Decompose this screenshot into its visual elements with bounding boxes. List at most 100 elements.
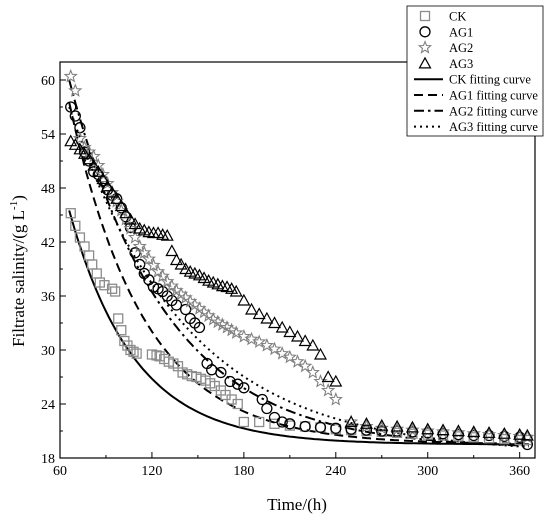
ag3-point bbox=[237, 293, 251, 306]
y-tick-label: 48 bbox=[41, 182, 55, 197]
ag1-point bbox=[299, 420, 311, 433]
y-tick-label: 60 bbox=[41, 74, 55, 89]
legend-marker-ag1 bbox=[419, 26, 431, 38]
y-tick-label: 18 bbox=[41, 452, 55, 467]
ag3-point bbox=[390, 419, 404, 432]
ag3-point bbox=[421, 422, 435, 435]
ag3-point bbox=[260, 311, 274, 324]
ag2-point bbox=[63, 68, 78, 83]
x-tick-label: 240 bbox=[325, 464, 346, 479]
ag3-point bbox=[313, 347, 327, 360]
ag3-point bbox=[268, 316, 282, 329]
plot-border bbox=[59, 61, 536, 459]
fit-line-ck bbox=[68, 210, 529, 446]
ag2-point bbox=[137, 245, 152, 259]
ck-point bbox=[110, 286, 121, 297]
ag2-point bbox=[298, 358, 313, 373]
ag3-point bbox=[78, 147, 92, 159]
ag2-point bbox=[100, 175, 115, 190]
ag2-point bbox=[141, 251, 157, 266]
legend-label: AG3 fitting curve bbox=[449, 120, 538, 134]
ag3-point bbox=[64, 134, 78, 147]
legend-marker-ag2 bbox=[417, 40, 433, 54]
ag3-point bbox=[105, 185, 119, 198]
ag3-point bbox=[128, 217, 142, 230]
ag3-point bbox=[119, 206, 133, 219]
fit-line-ag3 bbox=[68, 106, 529, 448]
ag3-point bbox=[375, 418, 389, 431]
ag2-point bbox=[68, 83, 83, 97]
ag3-point bbox=[405, 420, 419, 433]
ag3-point bbox=[123, 212, 137, 225]
ag1-point bbox=[330, 422, 342, 434]
x-tick-label: 60 bbox=[53, 464, 67, 479]
ck-point bbox=[83, 250, 95, 261]
ag1-point bbox=[284, 418, 296, 430]
ck-point bbox=[87, 259, 98, 270]
ag3-point bbox=[275, 320, 289, 333]
ag2-point bbox=[282, 349, 297, 364]
data-points bbox=[63, 68, 535, 451]
ag3-point bbox=[520, 428, 534, 441]
ag3-point bbox=[252, 307, 266, 320]
legend-marker-ck bbox=[419, 10, 431, 22]
ag2-point bbox=[389, 421, 405, 436]
ag3-point bbox=[298, 334, 312, 347]
legend-label: CK bbox=[449, 10, 466, 24]
ag3-point bbox=[451, 424, 465, 437]
ag1-point bbox=[69, 110, 81, 122]
ag1-point bbox=[376, 425, 388, 437]
ag2-point bbox=[244, 331, 259, 346]
ag2-point bbox=[320, 383, 336, 397]
ag1-point bbox=[256, 393, 268, 406]
ag2-point bbox=[123, 220, 138, 235]
ck-point bbox=[131, 348, 142, 359]
legend-label: AG1 bbox=[449, 25, 473, 39]
plot-frame bbox=[59, 61, 536, 459]
ag1-point bbox=[268, 411, 281, 424]
ag2-point bbox=[290, 354, 305, 368]
ag1-point bbox=[314, 421, 327, 434]
legend-label: CK fitting curve bbox=[449, 73, 531, 87]
ag1-point bbox=[261, 402, 273, 415]
ck-point bbox=[125, 344, 136, 356]
ck-point bbox=[116, 325, 127, 336]
ag3-point bbox=[169, 253, 183, 266]
ag3-point bbox=[321, 370, 335, 383]
ag3-point bbox=[245, 302, 259, 315]
ck-point bbox=[238, 416, 250, 428]
ck-point bbox=[91, 268, 102, 279]
y-tick-label: 54 bbox=[41, 128, 55, 143]
ag2-point bbox=[72, 130, 88, 145]
ck-point bbox=[106, 283, 118, 294]
ag1-point bbox=[360, 424, 373, 436]
x-tick-label: 180 bbox=[233, 464, 254, 479]
ag2-point bbox=[252, 334, 267, 349]
ag2-point bbox=[305, 365, 320, 379]
ag2-point bbox=[267, 341, 282, 356]
ag2-point bbox=[405, 422, 420, 437]
ag3-point bbox=[513, 427, 527, 440]
fit-line-ag2 bbox=[68, 79, 529, 447]
series-ag1 bbox=[65, 101, 533, 451]
ag3-point bbox=[100, 179, 115, 192]
ag3-point bbox=[174, 257, 188, 270]
ag2-point bbox=[259, 338, 275, 352]
ag3-point bbox=[359, 417, 373, 429]
ag1-point bbox=[232, 378, 244, 390]
ag3-point bbox=[160, 228, 174, 241]
ag3-point bbox=[290, 329, 305, 342]
ag2-point bbox=[236, 329, 252, 343]
ag3-point bbox=[73, 142, 87, 155]
ag3-point bbox=[436, 423, 450, 436]
ag3-point bbox=[165, 244, 179, 257]
ag1-point bbox=[78, 146, 91, 158]
fit-line-ag1 bbox=[68, 102, 529, 445]
ck-point bbox=[151, 350, 162, 361]
ag2-point bbox=[146, 257, 161, 272]
legend-label: AG2 bbox=[449, 41, 473, 55]
legend-label: AG2 fitting curve bbox=[449, 104, 538, 118]
ck-point bbox=[269, 418, 280, 429]
ag2-point bbox=[95, 166, 111, 181]
y-tick-label: 24 bbox=[41, 398, 55, 413]
